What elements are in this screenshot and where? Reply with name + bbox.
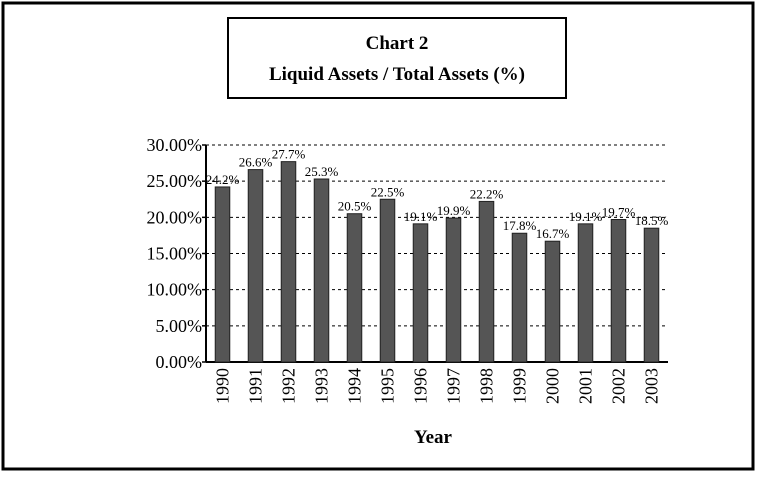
bar	[511, 232, 528, 363]
data-label: 20.5%	[338, 199, 372, 214]
y-tick-label: 30.00%	[147, 135, 203, 155]
bar	[544, 240, 561, 363]
bar	[379, 198, 396, 363]
data-label: 22.2%	[470, 186, 504, 201]
data-label: 18.5%	[635, 213, 669, 228]
y-tick-label: 0.00%	[156, 352, 203, 372]
x-tick-label: 1991	[246, 368, 266, 404]
data-label: 19.1%	[569, 209, 603, 224]
data-label: 19.9%	[437, 203, 471, 218]
title-box	[227, 17, 567, 99]
bar	[643, 227, 660, 363]
bar	[577, 223, 594, 363]
x-tick-label: 1992	[279, 368, 299, 404]
x-tick-label: 2003	[642, 368, 662, 404]
x-axis-label: Year	[414, 427, 453, 448]
bar	[214, 186, 231, 363]
bar	[610, 219, 627, 363]
x-tick-label: 1993	[312, 368, 332, 404]
bar	[445, 217, 462, 363]
x-tick-label: 1990	[213, 368, 233, 404]
y-tick-label: 10.00%	[147, 280, 203, 300]
data-label: 19.1%	[404, 209, 438, 224]
data-label: 19.7%	[602, 205, 636, 220]
x-tick-label: 2000	[543, 368, 563, 404]
bar	[247, 169, 264, 363]
outer-border	[1, 1, 755, 471]
data-label: 22.5%	[371, 184, 405, 199]
data-label: 16.7%	[536, 226, 570, 241]
y-tick-label: 15.00%	[147, 244, 203, 264]
data-label: 27.7%	[272, 147, 306, 162]
x-tick-label: 1996	[411, 368, 431, 404]
x-tick-label: 1998	[477, 368, 497, 404]
bar	[346, 213, 363, 363]
x-tick-label: 2002	[609, 368, 629, 404]
x-tick-label: 1994	[345, 368, 365, 404]
chart-title: Chart 2	[366, 33, 429, 54]
x-tick-label: 1999	[510, 368, 530, 404]
chart-subtitle: Liquid Assets / Total Assets (%)	[269, 64, 525, 85]
data-label: 26.6%	[239, 155, 273, 170]
y-tick-label: 25.00%	[147, 171, 203, 191]
bar	[280, 161, 297, 363]
x-tick-label: 1995	[378, 368, 398, 404]
y-tick-label: 20.00%	[147, 207, 203, 227]
data-label: 25.3%	[305, 164, 339, 179]
data-label: 17.8%	[503, 218, 537, 233]
data-label: 24.2%	[206, 172, 240, 187]
y-tick-label: 5.00%	[156, 316, 203, 336]
bar	[412, 223, 429, 363]
bar	[478, 200, 495, 363]
bar	[313, 178, 330, 363]
x-tick-label: 2001	[576, 368, 596, 404]
x-tick-label: 1997	[444, 368, 464, 404]
